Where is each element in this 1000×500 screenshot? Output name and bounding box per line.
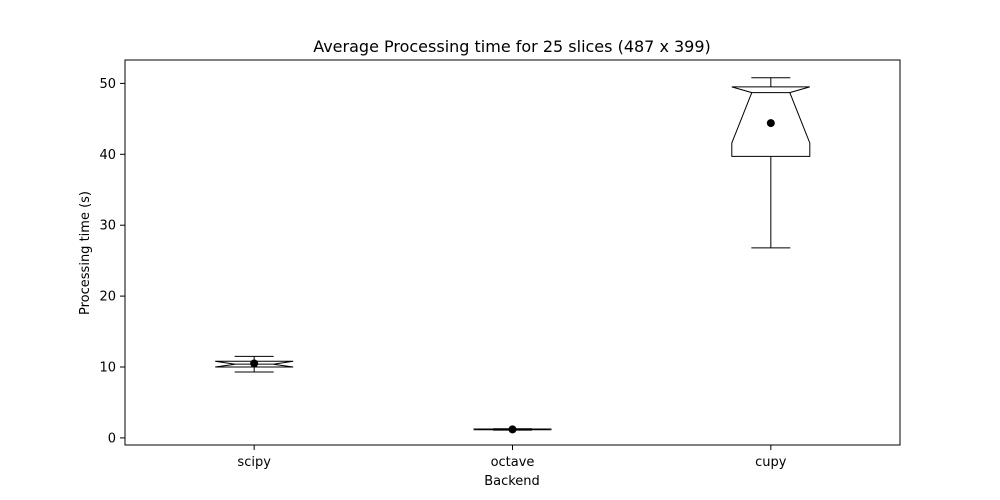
x-tick-label: scipy: [237, 455, 271, 470]
y-tick-label: 40: [99, 148, 116, 163]
y-axis-label: Processing time (s): [78, 191, 93, 315]
mean-marker: [508, 425, 517, 434]
x-axis: scipy octave cupy: [237, 445, 787, 470]
y-tick-label: 20: [99, 290, 116, 305]
x-axis-label: Backend: [484, 474, 540, 489]
mean-marker: [250, 359, 259, 368]
x-tick-label: octave: [491, 455, 535, 470]
box-cupy: [731, 77, 811, 249]
box-scipy: [215, 355, 294, 373]
y-tick-label: 30: [99, 219, 116, 234]
boxes-layer: [215, 77, 811, 434]
box-octave: [473, 425, 552, 434]
y-tick-label: 0: [108, 431, 116, 446]
chart-title: Average Processing time for 25 slices (4…: [313, 37, 711, 56]
y-tick-label: 50: [99, 77, 116, 92]
y-tick-label: 10: [99, 361, 116, 376]
notched-box: [731, 86, 811, 157]
plot-area-frame: [124, 59, 901, 446]
x-tick-label: cupy: [755, 455, 787, 470]
mean-marker: [766, 119, 775, 128]
y-axis: 0 10 20 30 40 50: [99, 77, 125, 446]
